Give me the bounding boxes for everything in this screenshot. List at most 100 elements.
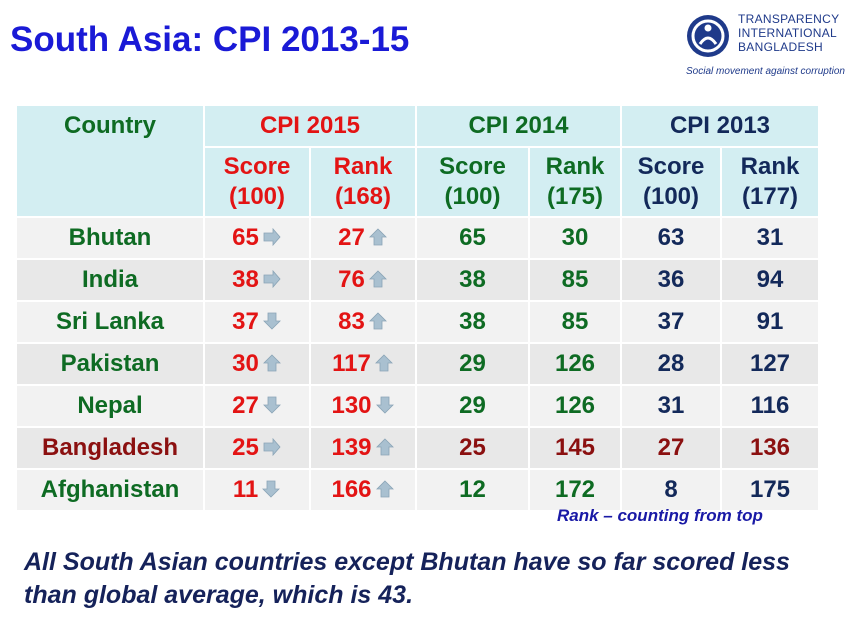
score-2013-value: 27 bbox=[657, 434, 685, 461]
logo-name: TRANSPARENCY INTERNATIONAL BANGLADESH bbox=[738, 12, 840, 54]
arrow-up-icon bbox=[368, 312, 387, 330]
group-header-2014: CPI 2014 bbox=[417, 106, 622, 148]
rank-2015-value: 139 bbox=[331, 434, 372, 461]
logo-tagline: Social movement against corruption bbox=[686, 66, 845, 77]
country-value: Bangladesh bbox=[41, 434, 179, 461]
score-2014-cell: 38 bbox=[417, 260, 530, 302]
country-value: Sri Lanka bbox=[55, 308, 165, 335]
rank-2013-value: 127 bbox=[749, 350, 791, 377]
rank-note: Rank – counting from top bbox=[557, 506, 763, 525]
arrow-right-icon bbox=[263, 269, 281, 289]
score-2014-cell: 65 bbox=[417, 218, 530, 260]
score-2014-value: 38 bbox=[459, 266, 486, 293]
score-2015-value: 30 bbox=[232, 350, 259, 377]
score-2015-value: 25 bbox=[232, 434, 259, 461]
arrow-down-icon bbox=[262, 480, 281, 498]
score-2013-cell: 28 bbox=[622, 344, 722, 386]
rank-2014-cell: 126 bbox=[530, 344, 622, 386]
country-cell: Bangladesh bbox=[17, 428, 205, 470]
subheader-score-2013: Score (100) bbox=[622, 148, 722, 218]
subheader-rank-2015: Rank (168) bbox=[311, 148, 417, 218]
score-2015-cell: 30 bbox=[205, 344, 311, 386]
rank-2013-value: 116 bbox=[750, 392, 790, 419]
country-value: Afghanistan bbox=[40, 476, 180, 503]
score-2013-value: 31 bbox=[657, 392, 685, 419]
score-2013-cell: 37 bbox=[622, 302, 722, 344]
country-cell: Sri Lanka bbox=[17, 302, 205, 344]
rank-2013-value: 31 bbox=[756, 224, 784, 251]
rank-2013-value: 94 bbox=[756, 266, 784, 293]
country-cell: India bbox=[17, 260, 205, 302]
score-2014-value: 38 bbox=[459, 308, 486, 335]
score-2013-cell: 63 bbox=[622, 218, 722, 260]
score-2014-cell: 38 bbox=[417, 302, 530, 344]
rank-2013-cell: 127 bbox=[722, 344, 820, 386]
rank-2013-cell: 91 bbox=[722, 302, 820, 344]
score-2013-value: 28 bbox=[657, 350, 685, 377]
score-2014-value: 12 bbox=[459, 476, 486, 503]
conclusion-text: All South Asian countries except Bhutan … bbox=[24, 548, 790, 609]
table-row: India 38 76 38 85 36 94 bbox=[17, 260, 820, 302]
rank-2013-value: 136 bbox=[749, 434, 791, 461]
table-row: Bhutan 65 27 65 30 63 31 bbox=[17, 218, 820, 260]
rank-2014-value: 126 bbox=[554, 392, 596, 419]
score-2015-cell: 25 bbox=[205, 428, 311, 470]
ti-bangladesh-logo: TRANSPARENCY INTERNATIONAL BANGLADESH So… bbox=[686, 8, 846, 84]
rank-2014-cell: 85 bbox=[530, 302, 622, 344]
score-2013-cell: 31 bbox=[622, 386, 722, 428]
group-header-2013: CPI 2013 bbox=[622, 106, 820, 148]
score-2013-cell: 27 bbox=[622, 428, 722, 470]
table-row: Afghanistan 11 166 12 172 8 175 bbox=[17, 470, 820, 512]
rank-2015-value: 83 bbox=[338, 308, 365, 335]
rank-2015-cell: 83 bbox=[311, 302, 417, 344]
country-cell: Nepal bbox=[17, 386, 205, 428]
score-2015-cell: 65 bbox=[205, 218, 311, 260]
rank-2014-value: 172 bbox=[554, 476, 596, 503]
rank-2015-value: 76 bbox=[338, 266, 365, 293]
cpi-table: Country CPI 2015 CPI 2014 CPI 2013 Score… bbox=[17, 106, 820, 512]
rank-2014-cell: 85 bbox=[530, 260, 622, 302]
rank-2015-value: 27 bbox=[338, 224, 365, 251]
score-2015-cell: 11 bbox=[205, 470, 311, 512]
table-row: Pakistan 30 117 29 126 28 127 bbox=[17, 344, 820, 386]
score-2014-cell: 29 bbox=[417, 386, 530, 428]
score-2015-value: 27 bbox=[232, 392, 259, 419]
country-value: Nepal bbox=[77, 392, 143, 419]
score-2013-cell: 8 bbox=[622, 470, 722, 512]
rank-2015-cell: 117 bbox=[311, 344, 417, 386]
rank-2015-cell: 27 bbox=[311, 218, 417, 260]
score-2014-value: 65 bbox=[459, 224, 486, 251]
ti-logo-icon bbox=[687, 15, 729, 57]
rank-2014-cell: 126 bbox=[530, 386, 622, 428]
score-2015-value: 38 bbox=[232, 266, 259, 293]
country-value: Bhutan bbox=[68, 224, 152, 251]
country-cell: Bhutan bbox=[17, 218, 205, 260]
country-header: Country bbox=[17, 106, 205, 218]
rank-2015-cell: 130 bbox=[311, 386, 417, 428]
arrow-right-icon bbox=[263, 227, 281, 247]
arrow-down-icon bbox=[262, 396, 281, 414]
rank-2013-cell: 94 bbox=[722, 260, 820, 302]
country-cell: Pakistan bbox=[17, 344, 205, 386]
subheader-score-2014: Score (100) bbox=[417, 148, 530, 218]
score-2013-value: 37 bbox=[657, 308, 685, 335]
rank-2014-cell: 172 bbox=[530, 470, 622, 512]
score-2013-cell: 36 bbox=[622, 260, 722, 302]
rank-2015-value: 166 bbox=[331, 476, 372, 503]
table-row: Sri Lanka 37 83 38 85 37 91 bbox=[17, 302, 820, 344]
score-2015-cell: 38 bbox=[205, 260, 311, 302]
score-2014-cell: 12 bbox=[417, 470, 530, 512]
arrow-up-icon bbox=[368, 270, 387, 288]
rank-2013-cell: 31 bbox=[722, 218, 820, 260]
table-row: Bangladesh 25 139 25 145 27 136 bbox=[17, 428, 820, 470]
country-value: Pakistan bbox=[60, 350, 160, 377]
subheader-rank-2014: Rank (175) bbox=[530, 148, 622, 218]
country-cell: Afghanistan bbox=[17, 470, 205, 512]
arrow-up-icon bbox=[375, 480, 394, 498]
score-2015-value: 11 bbox=[232, 476, 259, 503]
arrow-up-icon bbox=[374, 354, 393, 372]
score-2015-cell: 27 bbox=[205, 386, 311, 428]
rank-2014-value: 85 bbox=[561, 266, 589, 293]
score-2013-value: 8 bbox=[664, 476, 678, 503]
page-title: South Asia: CPI 2013-15 bbox=[10, 20, 410, 59]
